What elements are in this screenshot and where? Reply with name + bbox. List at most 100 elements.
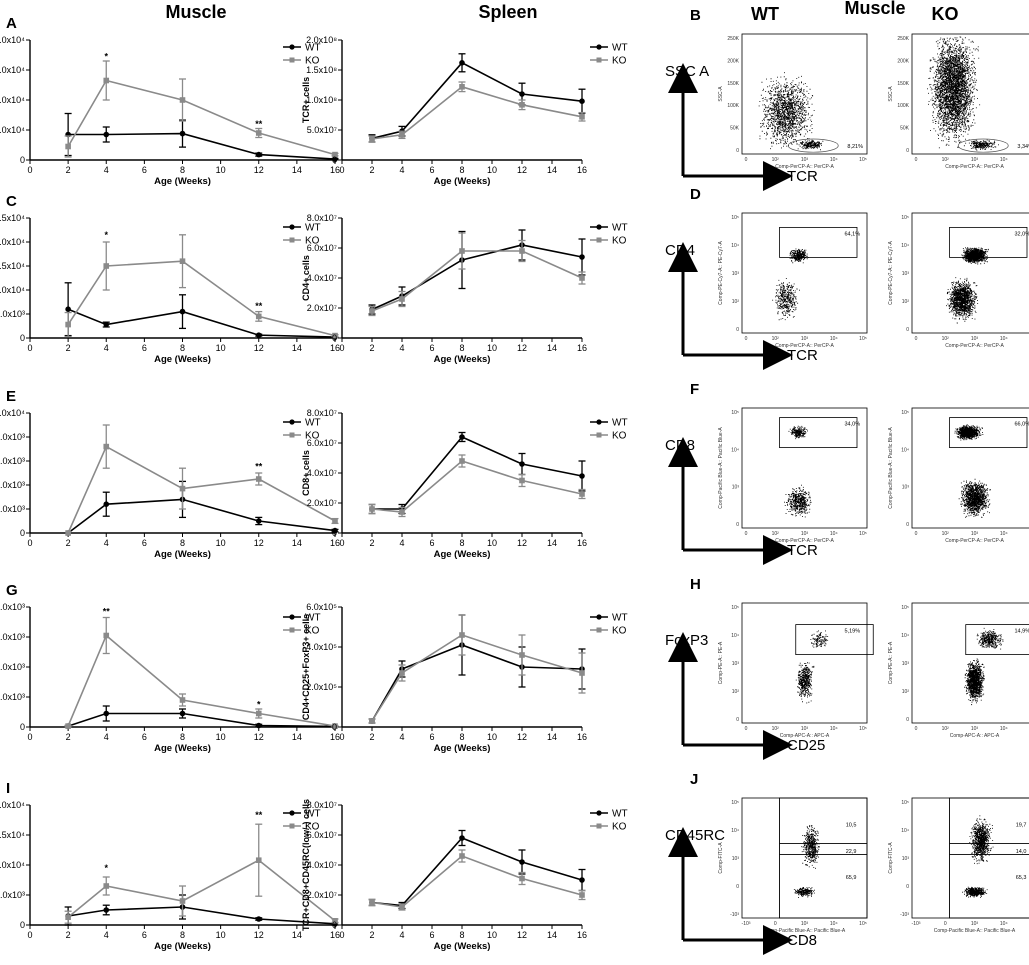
data-point bbox=[103, 710, 110, 717]
x-tick-label: 10 bbox=[216, 732, 226, 742]
legend-marker bbox=[289, 432, 295, 438]
flow-y-tick: 0 bbox=[906, 717, 909, 723]
y-tick-label: 2.0x10⁴ bbox=[0, 800, 25, 810]
legend-label: WT bbox=[305, 43, 321, 54]
flow-x-tick: 0 bbox=[944, 921, 947, 927]
flow-y-tick: 10⁴ bbox=[901, 243, 909, 249]
flow-y-tick: 0 bbox=[906, 148, 909, 154]
y-axis-label: CD4+ cells bbox=[301, 255, 311, 301]
y-tick-label: 1.0x10³ bbox=[0, 692, 25, 702]
gate bbox=[779, 417, 858, 449]
x-tick-label: 12 bbox=[517, 930, 527, 940]
flow-x-tick: 10⁴ bbox=[1000, 921, 1008, 927]
flow-y-tick: 10³ bbox=[902, 856, 910, 862]
x-axis-label: Age (Weeks) bbox=[154, 549, 211, 560]
x-tick-label: 14 bbox=[292, 165, 302, 175]
legend-label: WT bbox=[305, 418, 321, 429]
significance-mark: ** bbox=[255, 461, 263, 471]
flow-y-label: SSC-A bbox=[888, 86, 894, 102]
legend-marker bbox=[289, 810, 295, 816]
big-y-label: CD4 bbox=[665, 242, 695, 259]
x-tick-label: 4 bbox=[399, 930, 404, 940]
data-point bbox=[369, 136, 375, 142]
y-tick-label: 0 bbox=[20, 528, 25, 538]
y-tick-label: 4.0x10⁴ bbox=[0, 35, 25, 45]
chart-I: I024681012141605.0x10³1.0x10⁴1.5x10⁴2.0x… bbox=[0, 780, 340, 952]
y-tick-label: 6.0x10⁷ bbox=[307, 830, 337, 840]
big-x-label: TCR bbox=[787, 542, 818, 559]
flow-x-tick: 10³ bbox=[971, 531, 979, 537]
legend-label: WT bbox=[612, 418, 628, 429]
y-tick-label: 1.5x10⁴ bbox=[0, 261, 25, 271]
y-tick-label: 0 bbox=[20, 722, 25, 732]
flow-y-tick: 150K bbox=[897, 81, 909, 87]
big-x-label: TCR bbox=[787, 168, 818, 185]
data-point bbox=[179, 710, 186, 717]
big-x-label: CD8 bbox=[787, 932, 817, 949]
gate-value: 14,0 bbox=[1016, 849, 1027, 855]
data-point bbox=[399, 904, 405, 910]
gate-value: 5,19% bbox=[845, 629, 861, 635]
flow-x-tick: 10⁴ bbox=[1000, 726, 1008, 732]
data-point bbox=[459, 60, 465, 66]
gate bbox=[957, 138, 1009, 153]
dot-cloud bbox=[772, 248, 809, 321]
flow-plot-ko: 10⁵10⁴10³0-10³-10³010³10⁴10⁵Comp-Pacific… bbox=[888, 797, 1029, 934]
series-ko bbox=[64, 616, 339, 729]
legend-label: WT bbox=[305, 223, 321, 234]
flow-y-label: Comp-PE-A:: PE-A bbox=[888, 641, 894, 684]
gate bbox=[949, 797, 1029, 919]
legend-label: KO bbox=[305, 822, 320, 833]
flow-y-label: Comp-FITC-A bbox=[718, 842, 724, 874]
panel-label-B: B bbox=[690, 7, 701, 24]
flow-y-tick: 100K bbox=[727, 103, 739, 109]
data-point bbox=[399, 296, 405, 302]
data-point bbox=[255, 857, 262, 863]
flow-y-tick: 10⁴ bbox=[731, 243, 739, 249]
flow-y-tick: 50K bbox=[900, 126, 910, 132]
y-tick-label: 2.0x10⁵ bbox=[306, 682, 337, 692]
flow-ko-header: KO bbox=[932, 4, 959, 24]
data-point bbox=[579, 877, 585, 883]
legend-label: KO bbox=[612, 626, 627, 637]
flow-x-tick: 0 bbox=[745, 531, 748, 537]
x-tick-label: 8 bbox=[180, 343, 185, 353]
x-tick-label: 12 bbox=[517, 343, 527, 353]
significance-mark: ** bbox=[103, 607, 111, 617]
legend-label: WT bbox=[612, 43, 628, 54]
flow-x-tick: 0 bbox=[745, 336, 748, 342]
flow-x-tick: 10³ bbox=[971, 336, 979, 342]
x-tick-label: 0 bbox=[27, 930, 32, 940]
flow-y-tick: 10³ bbox=[902, 485, 910, 491]
x-tick-label: 12 bbox=[254, 930, 264, 940]
plot-frame bbox=[911, 797, 1029, 919]
data-point bbox=[332, 518, 338, 524]
series-line bbox=[67, 79, 336, 156]
data-point bbox=[103, 77, 110, 84]
data-point bbox=[255, 151, 262, 158]
flow-x-label: Comp-PerCP-A:: PerCP-A bbox=[775, 164, 834, 170]
flow-x-label: Comp-PerCP-A:: PerCP-A bbox=[945, 343, 1004, 349]
data-point bbox=[179, 97, 186, 103]
flow-y-tick: 150K bbox=[727, 81, 739, 87]
x-tick-label: 0 bbox=[27, 732, 32, 742]
series-ko bbox=[64, 234, 339, 339]
flow-x-tick: 10³ bbox=[971, 157, 979, 163]
significance-mark: * bbox=[257, 700, 261, 710]
flow-x-label: Comp-PerCP-A:: PerCP-A bbox=[775, 538, 834, 544]
flow-x-tick: 10⁴ bbox=[830, 921, 838, 927]
flow-x-tick: 0 bbox=[915, 531, 918, 537]
data-point bbox=[179, 258, 186, 264]
y-tick-label: 1.5x10⁸ bbox=[306, 65, 337, 75]
data-point bbox=[519, 477, 525, 484]
legend-label: WT bbox=[612, 613, 628, 624]
data-point bbox=[579, 114, 585, 120]
series-wt bbox=[368, 829, 586, 910]
legend-label: KO bbox=[612, 431, 627, 442]
data-point bbox=[369, 506, 375, 512]
legend-marker bbox=[289, 614, 295, 620]
y-tick-label: 4.0x10⁵ bbox=[306, 642, 337, 652]
gate-value: 64,1% bbox=[845, 231, 861, 237]
x-tick-label: 2 bbox=[66, 538, 71, 548]
